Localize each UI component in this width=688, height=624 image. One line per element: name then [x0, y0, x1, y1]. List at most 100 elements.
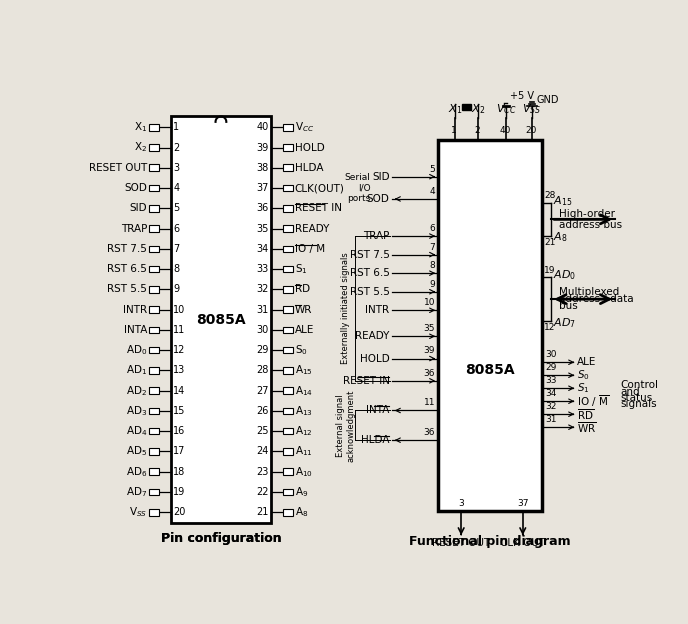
Bar [149, 509, 158, 515]
Text: SID: SID [372, 172, 389, 182]
Text: TRAP: TRAP [120, 223, 147, 233]
Text: A$_{10}$: A$_{10}$ [295, 465, 313, 479]
Text: 1: 1 [173, 122, 180, 132]
Text: $X_1$: $X_1$ [448, 102, 462, 115]
Text: HLDA: HLDA [361, 435, 389, 445]
Bar [283, 326, 293, 333]
Text: 11: 11 [173, 325, 186, 335]
Text: RST 6.5: RST 6.5 [350, 268, 389, 278]
Text: 38: 38 [257, 163, 269, 173]
Text: GND: GND [537, 95, 559, 105]
Text: V$_{SS}$: V$_{SS}$ [129, 505, 147, 519]
Text: 8: 8 [173, 264, 180, 274]
Text: signals: signals [621, 399, 657, 409]
Text: AD$_7$: AD$_7$ [126, 485, 147, 499]
Bar [149, 225, 158, 232]
Text: 27: 27 [256, 386, 269, 396]
Text: $X_2$: $X_2$ [471, 102, 485, 115]
Text: READY: READY [295, 223, 330, 233]
Text: Externally initiated signals: Externally initiated signals [341, 253, 350, 364]
Bar [149, 286, 158, 293]
Text: address / data: address / data [559, 294, 634, 304]
Text: S$_0$: S$_0$ [295, 343, 308, 357]
Text: status: status [621, 392, 653, 403]
Text: 21: 21 [257, 507, 269, 517]
Text: AD$_0$: AD$_0$ [126, 343, 147, 357]
Text: HOLD: HOLD [360, 354, 389, 364]
Bar [283, 185, 293, 192]
Bar [149, 144, 158, 151]
Bar [149, 246, 158, 252]
Text: 35: 35 [424, 324, 435, 333]
Text: 34: 34 [257, 244, 269, 254]
Text: CLK OUT: CLK OUT [500, 539, 546, 548]
Text: 10: 10 [424, 298, 435, 307]
Text: $AD_7$: $AD_7$ [552, 316, 576, 330]
Bar [149, 165, 158, 171]
Bar [171, 117, 271, 523]
Text: SOD: SOD [124, 183, 147, 193]
Text: 8085A: 8085A [196, 313, 246, 327]
Bar [149, 185, 158, 192]
Text: X$_1$: X$_1$ [133, 120, 147, 134]
Text: RST 6.5: RST 6.5 [107, 264, 147, 274]
Text: INTR: INTR [365, 305, 389, 315]
Text: RD: RD [295, 285, 310, 295]
Text: 31: 31 [545, 415, 557, 424]
Text: 12: 12 [544, 323, 556, 332]
Text: INTA: INTA [124, 325, 147, 335]
Bar [283, 286, 293, 293]
Bar [149, 326, 158, 333]
Text: AD$_5$: AD$_5$ [126, 444, 147, 459]
Text: 40: 40 [257, 122, 269, 132]
Text: AD$_4$: AD$_4$ [126, 424, 147, 438]
Text: Functional pin diagram: Functional pin diagram [409, 535, 571, 548]
Text: $\overline{\mathrm{WR}}$: $\overline{\mathrm{WR}}$ [577, 420, 596, 434]
Text: 34: 34 [545, 389, 557, 398]
Text: 2: 2 [173, 142, 180, 152]
Text: AD$_3$: AD$_3$ [126, 404, 147, 418]
Bar [149, 124, 158, 130]
Text: 40: 40 [499, 126, 510, 135]
Text: $V_{CC}$: $V_{CC}$ [495, 102, 516, 115]
Text: HLDA: HLDA [295, 163, 323, 173]
Text: RST 7.5: RST 7.5 [350, 250, 389, 260]
Text: 20: 20 [526, 126, 537, 135]
Bar [283, 509, 293, 515]
Text: SOD: SOD [367, 194, 389, 204]
Text: AD$_6$: AD$_6$ [126, 465, 147, 479]
Bar [283, 266, 293, 272]
Text: A$_{12}$: A$_{12}$ [295, 424, 312, 438]
Bar [283, 448, 293, 455]
Text: 21: 21 [544, 238, 556, 246]
Text: WR: WR [295, 305, 312, 314]
Text: 24: 24 [257, 446, 269, 456]
Text: SID: SID [129, 203, 147, 213]
Text: INTR: INTR [123, 305, 147, 314]
Text: 3: 3 [458, 499, 464, 507]
Bar [283, 347, 293, 353]
Text: HOLD: HOLD [295, 142, 325, 152]
Text: $V_{SS}$: $V_{SS}$ [522, 102, 541, 115]
Text: 35: 35 [257, 223, 269, 233]
Text: 39: 39 [424, 346, 435, 356]
Text: IO / M: IO / M [295, 244, 325, 254]
Text: High-order: High-order [559, 209, 615, 219]
Text: 1: 1 [451, 126, 457, 135]
Text: 12: 12 [173, 345, 186, 355]
Bar [149, 205, 158, 212]
Bar [283, 388, 293, 394]
Text: 17: 17 [173, 446, 186, 456]
Text: 26: 26 [257, 406, 269, 416]
Text: 7: 7 [173, 244, 180, 254]
Bar [283, 489, 293, 495]
Bar [283, 124, 293, 130]
Text: 32: 32 [257, 285, 269, 295]
Text: 14: 14 [173, 386, 186, 396]
Text: 28: 28 [257, 366, 269, 376]
Bar [283, 246, 293, 252]
Text: $A_8$: $A_8$ [552, 231, 568, 245]
Text: 15: 15 [173, 406, 186, 416]
Text: READY: READY [355, 331, 389, 341]
Text: 30: 30 [545, 350, 557, 359]
